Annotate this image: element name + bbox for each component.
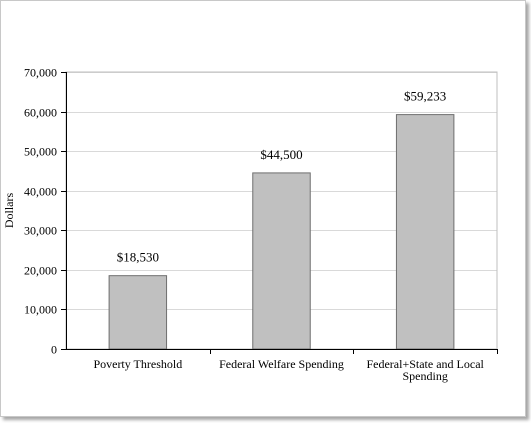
- bar: [252, 172, 311, 350]
- x-category-label: Federal Welfare Spending: [219, 357, 344, 371]
- data-label: $18,530: [117, 250, 159, 265]
- data-label: $59,233: [404, 89, 446, 104]
- y-tick-label: 50,000: [24, 145, 57, 159]
- y-tick-label: 0: [51, 343, 57, 357]
- y-tick-label: 20,000: [24, 264, 57, 278]
- data-labels: $18,530 $44,500 $59,233: [117, 89, 447, 265]
- y-tick-label: 70,000: [24, 66, 57, 80]
- axes: [61, 72, 498, 354]
- x-category-label: Federal+State and Local: [366, 357, 484, 371]
- bar: [108, 275, 168, 350]
- x-category-label: Spending: [402, 369, 447, 383]
- y-tick-label: 30,000: [24, 224, 57, 238]
- y-tick-labels: 0 10,000 20,000 30,000 40,000 50,000 60,000 70,…: [24, 66, 57, 357]
- bar: [395, 114, 455, 350]
- data-label: $44,500: [260, 147, 302, 162]
- x-category-label: Poverty Threshold: [93, 357, 182, 371]
- y-axis-title: Dollars: [2, 193, 16, 229]
- y-tick-label: 40,000: [24, 185, 57, 199]
- x-category-labels: Poverty Threshold Federal Welfare Spendin…: [93, 357, 484, 383]
- y-tick-label: 10,000: [24, 303, 57, 317]
- bars: [108, 114, 455, 350]
- y-tick-label: 60,000: [24, 106, 57, 120]
